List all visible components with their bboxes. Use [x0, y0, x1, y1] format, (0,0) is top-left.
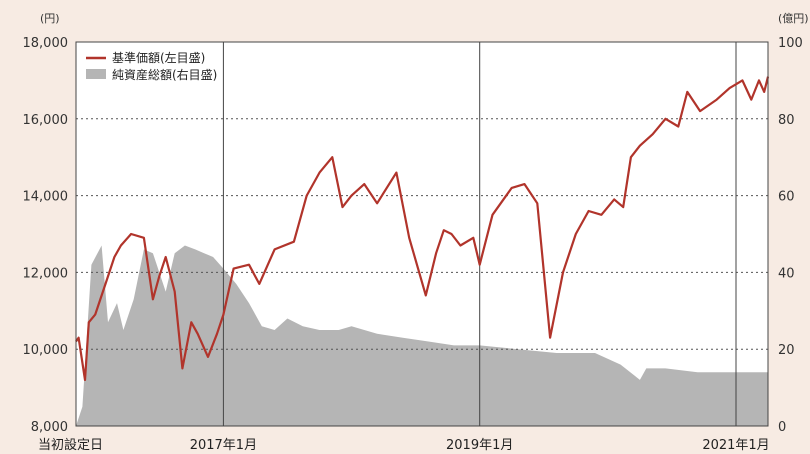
right-tick-label: 100 [778, 36, 803, 51]
legend-line-label: 基準価額(左目盛) [112, 50, 205, 65]
tick-layer: 18,000 16,000 14,000 12,000 10,000 8,000 100 80… [23, 36, 803, 453]
left-tick-label: 8,000 [31, 420, 68, 435]
legend-area-swatch [86, 69, 106, 79]
x-axis-label: 当初設定日 [38, 437, 103, 453]
grid-layer [76, 42, 768, 426]
area-layer [76, 245, 768, 426]
net-assets-area [76, 245, 768, 426]
left-tick-label: 12,000 [23, 266, 69, 281]
right-tick-label: 20 [778, 343, 795, 358]
plot-frame [75, 41, 769, 427]
left-tick-label: 16,000 [23, 113, 69, 128]
left-tick-label: 14,000 [23, 190, 69, 205]
right-tick-label: 80 [778, 113, 795, 128]
x-axis-label: 2017年1月 [190, 438, 257, 453]
left-tick-label: 10,000 [23, 343, 69, 358]
nav-line [75, 76, 770, 381]
right-axis-unit: (億円) [778, 12, 809, 25]
legend-area-label: 純資産総額(右目盛) [112, 67, 217, 82]
line-layer [75, 76, 770, 381]
legend: 基準価額(左目盛) 純資産総額(右目盛) [86, 50, 217, 82]
right-tick-label: 60 [778, 190, 795, 205]
right-tick-label: 40 [778, 266, 795, 281]
x-axis-label: 2019年1月 [446, 438, 513, 453]
left-axis-unit: (円) [40, 12, 60, 25]
right-tick-label: 0 [778, 420, 786, 435]
x-axis-label: 2021年1月 [702, 438, 769, 453]
left-tick-label: 18,000 [23, 36, 69, 51]
